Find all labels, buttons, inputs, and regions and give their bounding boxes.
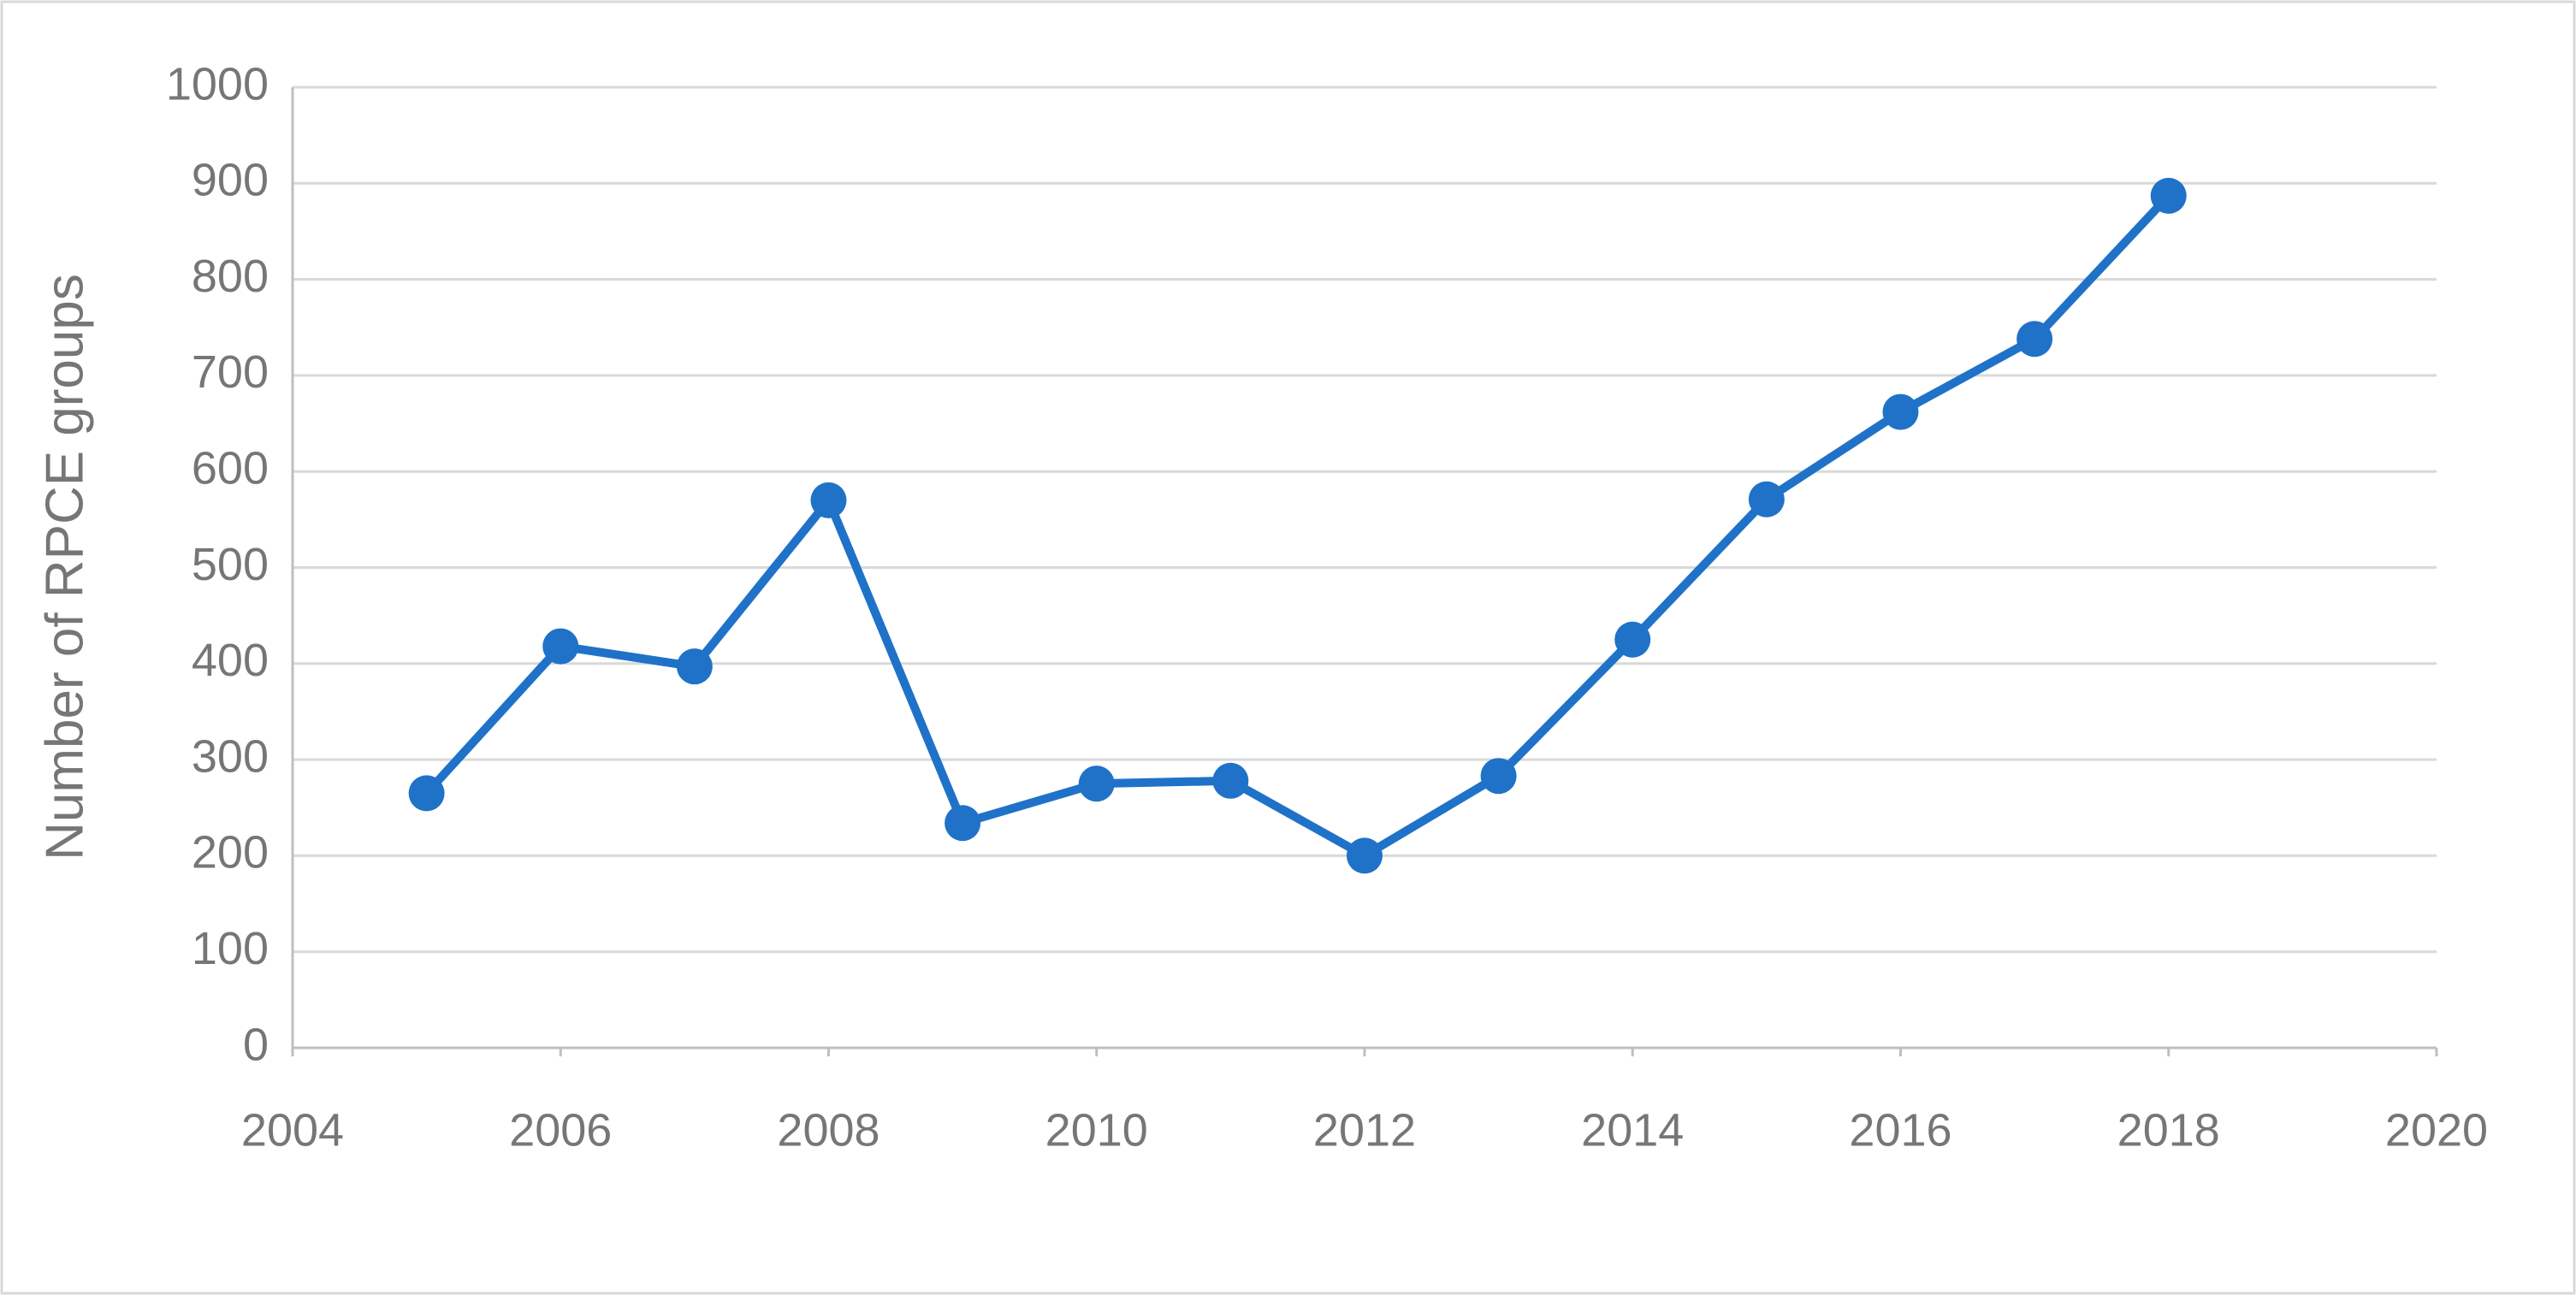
data-point — [1347, 837, 1383, 874]
x-tick-label: 2016 — [1849, 1104, 1951, 1156]
y-tick-label: 600 — [192, 442, 269, 494]
x-tick-label: 2008 — [777, 1104, 879, 1156]
data-point — [810, 482, 847, 518]
data-point — [408, 775, 445, 812]
y-tick-label: 100 — [192, 923, 269, 974]
data-point — [676, 648, 713, 685]
data-point — [542, 628, 579, 665]
x-tick-label: 2012 — [1313, 1104, 1416, 1156]
y-tick-label: 700 — [192, 346, 269, 398]
y-tick-label: 900 — [192, 155, 269, 206]
data-point — [1748, 481, 1785, 517]
data-point — [2016, 321, 2053, 358]
y-tick-label: 1000 — [166, 58, 269, 109]
x-tick-label: 2018 — [2117, 1104, 2220, 1156]
data-point — [1078, 766, 1115, 802]
data-point — [1212, 762, 1249, 799]
y-tick-label: 200 — [192, 827, 269, 878]
y-axis-label: Number of RPCE groups — [35, 274, 94, 860]
y-tick-label: 800 — [192, 251, 269, 302]
x-tick-label: 2020 — [2385, 1104, 2488, 1156]
data-point — [1480, 758, 1517, 795]
data-point — [945, 805, 981, 842]
y-tick-label: 0 — [243, 1019, 269, 1070]
x-tick-label: 2014 — [1581, 1104, 1684, 1156]
y-tick-label: 500 — [192, 539, 269, 590]
data-point — [1614, 621, 1651, 658]
series-line — [423, 192, 2172, 860]
data-point — [2150, 177, 2187, 214]
data-point — [1882, 393, 1919, 430]
x-tick-label: 2006 — [509, 1104, 612, 1156]
y-tick-label: 400 — [192, 635, 269, 686]
y-tick-label: 300 — [192, 730, 269, 782]
x-tick-label: 2004 — [241, 1104, 344, 1156]
x-tick-label: 2010 — [1045, 1104, 1148, 1156]
